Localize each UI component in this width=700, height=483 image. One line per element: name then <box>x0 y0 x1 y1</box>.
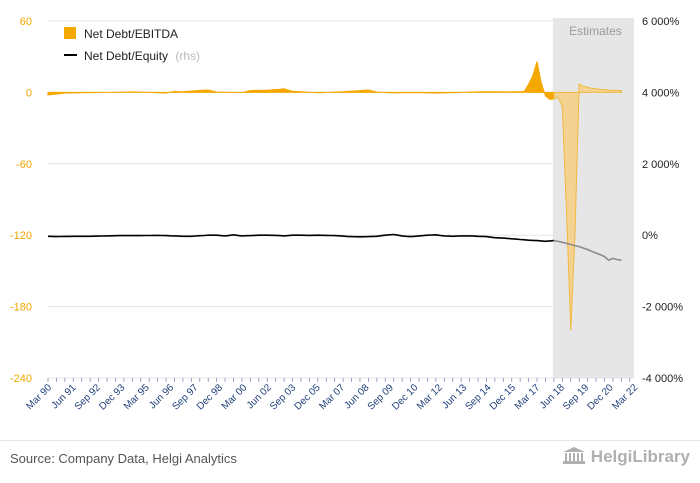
y-right-tick-label: 0% <box>642 230 658 242</box>
y-axis-left: 60 0 -60 -120 -180 -240 <box>10 16 32 385</box>
legend-swatch-ebitda <box>64 27 76 39</box>
x-tick-label: Dec 05 <box>293 382 323 412</box>
y-right-tick-label: 6 000% <box>642 16 680 28</box>
footer-divider <box>0 440 700 441</box>
x-tick-label: Mar 22 <box>610 382 640 412</box>
y-left-tick-label: 0 <box>26 87 32 99</box>
y-right-tick-label: -4 000% <box>642 373 683 385</box>
x-tick-label: Dec 98 <box>195 382 225 412</box>
estimates-region <box>552 18 634 378</box>
x-tick-label: Mar 95 <box>122 382 152 412</box>
x-tick-label: Sep 14 <box>463 382 493 412</box>
y-right-tick-label: -2 000% <box>642 302 683 314</box>
x-tick-label: Sep 03 <box>268 382 298 412</box>
x-tick-label: Mar 90 <box>24 382 54 412</box>
series-net-debt-equity <box>47 233 622 262</box>
x-tick-label: Dec 20 <box>586 382 616 412</box>
brand-logo[interactable]: HelgiLibrary <box>562 446 690 468</box>
ebitda-area-historical <box>47 61 555 101</box>
x-tick-label: Sep 92 <box>73 382 103 412</box>
y-left-tick-label: 60 <box>20 16 32 28</box>
y-left-tick-label: -240 <box>10 373 32 385</box>
legend-label-equity-text: Net Debt/Equity <box>84 49 168 63</box>
x-tick-label: Sep 09 <box>366 382 396 412</box>
x-tick-label: Sep 97 <box>170 382 200 412</box>
y-left-tick-label: -180 <box>10 302 32 314</box>
legend: Net Debt/EBITDA Net Debt/Equity (rhs) <box>64 27 200 63</box>
source-note: Source: Company Data, Helgi Analytics <box>10 451 237 466</box>
x-tick-label: Mar 07 <box>317 382 347 412</box>
x-tick-label: Sep 19 <box>561 382 591 412</box>
legend-label-ebitda: Net Debt/EBITDA <box>84 27 178 41</box>
x-tick-label: Mar 12 <box>415 382 445 412</box>
estimates-label: Estimates <box>569 24 622 38</box>
y-left-tick-label: -120 <box>10 230 32 242</box>
brand-name: HelgiLibrary <box>590 447 690 466</box>
y-axis-right: 6 000% 4 000% 2 000% 0% -2 000% -4 000% <box>642 16 683 385</box>
legend-label-equity-suffix: (rhs) <box>175 49 200 63</box>
x-tick-label: Dec 15 <box>488 382 518 412</box>
x-tick-label: Dec 93 <box>97 382 127 412</box>
equity-line-estimates <box>553 239 622 262</box>
legend-label-equity: Net Debt/Equity (rhs) <box>84 49 200 63</box>
equity-line-historical <box>47 233 554 243</box>
y-right-tick-label: 4 000% <box>642 87 680 99</box>
ebitda-area-estimates <box>553 83 622 331</box>
y-right-tick-label: 2 000% <box>642 159 680 171</box>
x-tick-label: Dec 10 <box>390 382 420 412</box>
y-left-tick-label: -60 <box>16 159 32 171</box>
gridlines <box>48 20 634 379</box>
x-tick-label: Mar 17 <box>513 382 543 412</box>
x-tick-label: Mar 00 <box>220 382 250 412</box>
library-logo-icon <box>562 447 585 464</box>
series-net-debt-ebitda <box>47 61 622 331</box>
